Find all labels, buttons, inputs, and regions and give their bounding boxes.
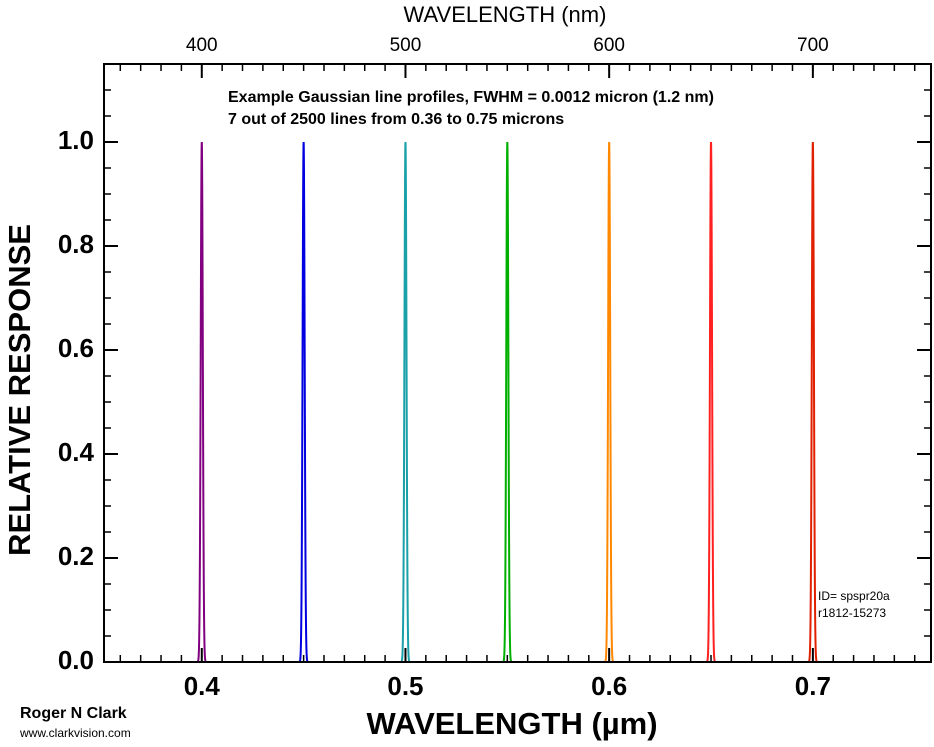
line-profile <box>705 141 717 663</box>
top-axis-title: WAVELENGTH (nm) <box>404 2 607 27</box>
top-tick-label: 700 <box>797 35 829 56</box>
id-text: ID= spspr20a <box>818 589 890 603</box>
x-tick-label: 0.5 <box>387 671 423 701</box>
plot-frame <box>103 63 932 663</box>
y-axis-title: RELATIVE RESPONSE <box>2 224 37 556</box>
top-tick-label: 400 <box>186 35 218 56</box>
line-profile <box>196 141 207 663</box>
credit: www.clarkvision.com <box>19 726 131 740</box>
y-tick-label: 0.0 <box>58 645 94 675</box>
line-profile <box>807 141 819 663</box>
top-tick-label: 500 <box>390 35 422 56</box>
top-tick-label: 600 <box>593 35 625 56</box>
x-tick-label: 0.4 <box>184 671 221 701</box>
x-tick-label: 0.7 <box>795 671 831 701</box>
line-profile <box>502 141 513 663</box>
line-profile <box>603 141 615 663</box>
y-tick-label: 1.0 <box>58 125 94 155</box>
annotation: Example Gaussian line profiles, FWHM = 0… <box>228 89 714 106</box>
x-axis-title: WAVELENGTH (µm) <box>366 706 657 741</box>
y-tick-label: 0.4 <box>58 437 95 467</box>
y-tick-label: 0.6 <box>58 333 94 363</box>
y-tick-label: 0.2 <box>58 541 94 571</box>
line-profile <box>400 141 411 663</box>
annotation: 7 out of 2500 lines from 0.36 to 0.75 mi… <box>228 111 564 128</box>
id-text: r1812-15273 <box>818 606 886 620</box>
x-tick-label: 0.6 <box>591 671 627 701</box>
credit: Roger N Clark <box>20 705 127 722</box>
y-tick-label: 0.8 <box>58 229 94 259</box>
line-profile <box>298 141 309 663</box>
